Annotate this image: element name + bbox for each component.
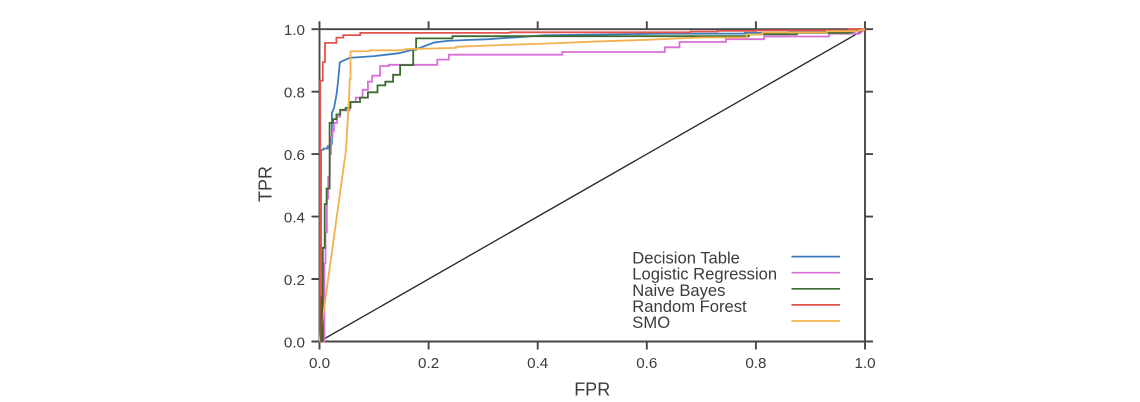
svg-text:0.2: 0.2 xyxy=(418,355,439,372)
svg-text:0.6: 0.6 xyxy=(284,147,305,164)
svg-text:Decision Table: Decision Table xyxy=(632,249,740,268)
svg-text:0.4: 0.4 xyxy=(284,209,305,226)
svg-text:Naive Bayes: Naive Bayes xyxy=(632,281,725,300)
svg-text:1.0: 1.0 xyxy=(284,22,305,39)
svg-text:0.6: 0.6 xyxy=(636,355,657,372)
svg-text:0.2: 0.2 xyxy=(284,272,305,289)
svg-text:0.0: 0.0 xyxy=(309,355,330,372)
svg-text:1.0: 1.0 xyxy=(854,355,875,372)
svg-text:Logistic Regression: Logistic Regression xyxy=(632,265,777,284)
svg-text:TPR: TPR xyxy=(256,166,276,202)
svg-text:0.0: 0.0 xyxy=(284,334,305,351)
svg-text:FPR: FPR xyxy=(574,380,610,400)
svg-text:0.4: 0.4 xyxy=(527,355,548,372)
svg-text:SMO: SMO xyxy=(632,313,670,332)
svg-text:0.8: 0.8 xyxy=(284,85,305,102)
svg-text:Random Forest: Random Forest xyxy=(632,297,747,316)
svg-text:0.8: 0.8 xyxy=(745,355,766,372)
